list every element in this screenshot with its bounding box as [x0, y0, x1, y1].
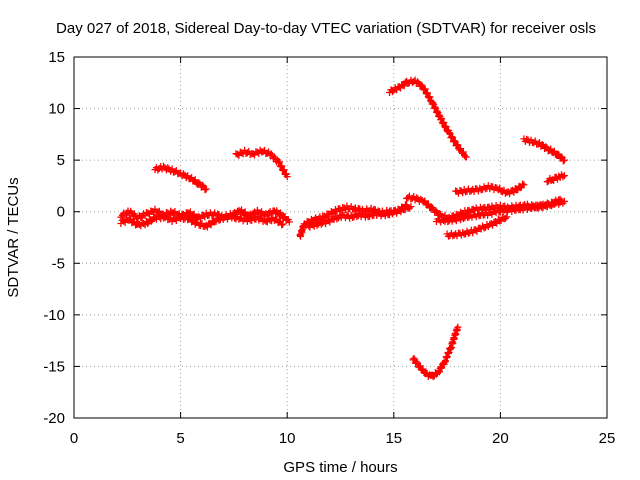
series-markers [296, 201, 411, 240]
series-arc-b [117, 212, 287, 231]
series-arc-l [520, 135, 568, 165]
x-tick-label: 25 [599, 430, 616, 447]
series-markers [305, 203, 415, 231]
series-markers [117, 212, 287, 231]
data-points [117, 76, 568, 381]
x-axis-label: GPS time / hours [283, 459, 397, 476]
series-arc-m [543, 171, 568, 186]
y-tick-label: 5 [57, 152, 65, 169]
plot-frame [73, 56, 608, 419]
y-tick-label: 15 [48, 49, 65, 66]
series-arc-i [386, 76, 470, 161]
series-markers [151, 162, 210, 194]
axis-ticks: 0 5 10 15 20 25 -20 -15 -10 -5 0 5 10 15 [43, 49, 615, 447]
series-markers [520, 135, 568, 165]
series-markers [543, 171, 568, 186]
x-tick-label: 15 [385, 430, 402, 447]
series-arc-n [409, 323, 462, 381]
x-tick-label: 10 [279, 430, 296, 447]
series-markers [409, 323, 462, 381]
y-tick-label: -15 [43, 358, 65, 375]
y-tick-label: -20 [43, 410, 65, 427]
series-markers [386, 76, 470, 161]
y-tick-label: -5 [52, 255, 65, 272]
x-tick-label: 0 [70, 430, 78, 447]
series-arc-f [305, 203, 415, 231]
x-tick-label: 20 [492, 430, 509, 447]
series-markers [232, 146, 291, 181]
y-axis-label: SDTVAR / TECUs [5, 177, 22, 297]
grid [74, 57, 607, 418]
series-arc-d [232, 146, 291, 181]
series-arc-h [432, 197, 568, 226]
y-tick-label: 0 [57, 204, 65, 221]
series-arc-j [452, 180, 528, 198]
series-arc-k [443, 213, 511, 240]
series-arc-e [296, 201, 411, 240]
series-arc-c [151, 162, 210, 194]
chart-title: Day 027 of 2018, Sidereal Day-to-day VTE… [56, 20, 596, 37]
series-markers [443, 213, 511, 240]
y-tick-label: -10 [43, 307, 65, 324]
x-tick-label: 5 [176, 430, 184, 447]
series-markers [432, 197, 568, 226]
y-tick-label: 10 [48, 101, 65, 118]
series-markers [452, 180, 528, 198]
